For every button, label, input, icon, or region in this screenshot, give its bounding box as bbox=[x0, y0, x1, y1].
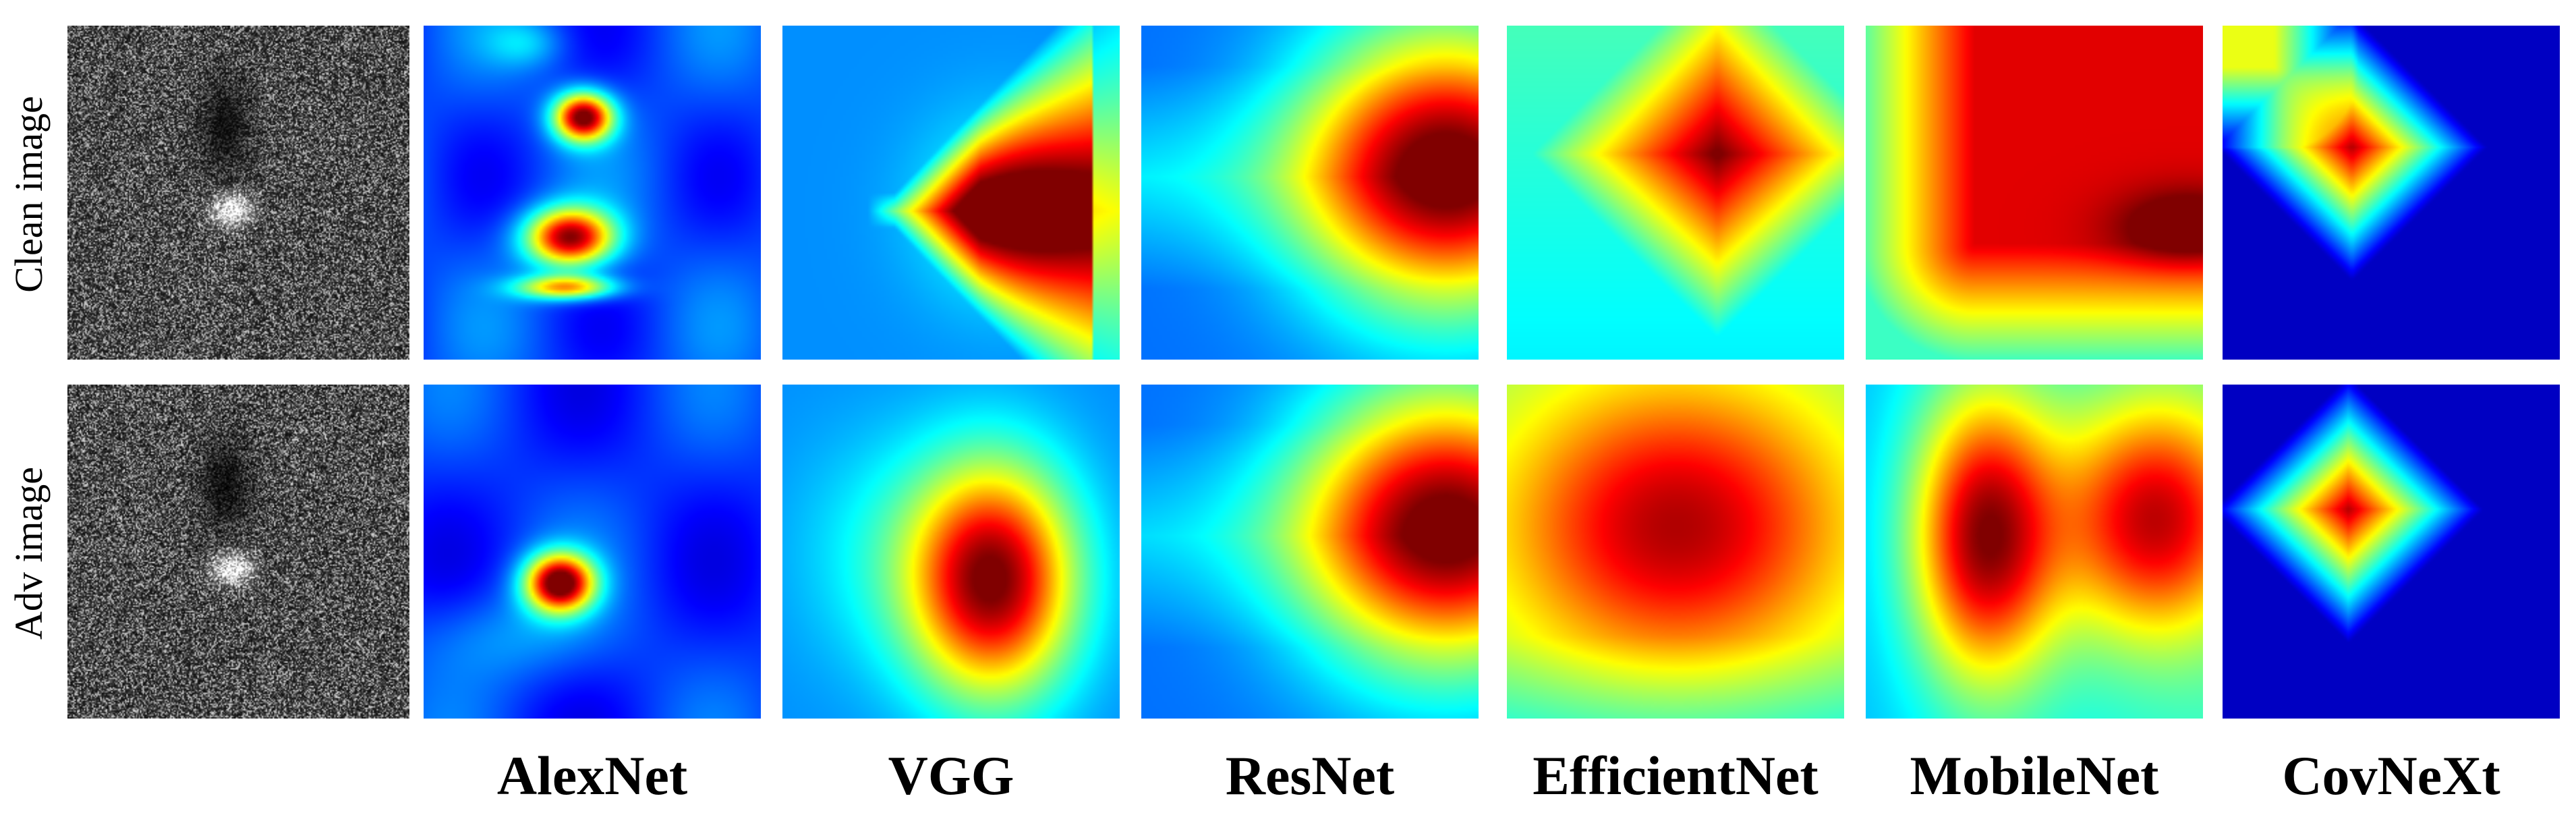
row-label-adv-image: Adv image bbox=[7, 466, 51, 640]
heatmap-covnext-adv bbox=[2223, 385, 2560, 719]
heatmap-vgg-adv bbox=[782, 385, 1120, 719]
heatmap-mobilenet-adv bbox=[1866, 385, 2203, 719]
column-label-resnet: ResNet bbox=[1225, 745, 1395, 806]
heatmap-alexnet-clean bbox=[424, 26, 761, 360]
heatmap-efficientnet-adv bbox=[1507, 385, 1844, 719]
column-label-mobilenet: MobileNet bbox=[1910, 745, 2159, 806]
column-label-efficientnet: EfficientNet bbox=[1533, 745, 1819, 806]
heatmap-efficientnet-clean bbox=[1507, 26, 1844, 360]
column-label-vgg: VGG bbox=[888, 745, 1014, 806]
heatmap-resnet-adv bbox=[1141, 385, 1479, 719]
input-sar-image-adv bbox=[67, 385, 409, 719]
column-label-covnext: CovNeXt bbox=[2282, 745, 2500, 806]
heatmap-vgg-clean bbox=[782, 26, 1120, 360]
column-label-alexnet: AlexNet bbox=[496, 745, 688, 806]
heatmap-alexnet-adv bbox=[424, 385, 761, 719]
heatmap-mobilenet-clean bbox=[1866, 26, 2203, 360]
input-sar-image-clean bbox=[67, 26, 409, 360]
heatmap-covnext-clean bbox=[2223, 26, 2560, 360]
row-label-clean-image: Clean image bbox=[7, 96, 51, 293]
heatmap-resnet-clean bbox=[1141, 26, 1479, 360]
